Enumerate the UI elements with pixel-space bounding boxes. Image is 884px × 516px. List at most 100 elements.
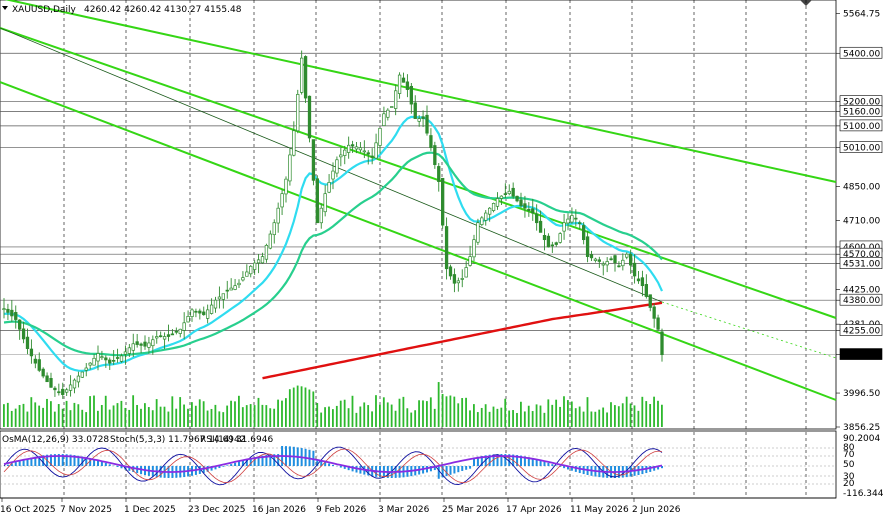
- price-tick-label: 5564.75: [843, 9, 880, 19]
- candle-body: [72, 379, 77, 389]
- osma-bar: [649, 466, 652, 472]
- volume-bar: [206, 410, 209, 427]
- volume-bar: [621, 403, 624, 427]
- candle-body: [206, 309, 210, 319]
- volume-bar: [159, 406, 162, 427]
- candle-body: [2, 308, 6, 311]
- volume-bar: [320, 412, 323, 427]
- candle-body: [605, 261, 609, 266]
- osma-min-label: -116.3446: [843, 489, 884, 499]
- candle-body: [405, 81, 410, 90]
- osma-bar: [238, 461, 240, 466]
- ema-fast-line: [3, 115, 663, 372]
- candle-body: [112, 359, 116, 362]
- price-label-box: [839, 105, 883, 117]
- osma-bar: [516, 455, 519, 466]
- volume-bar: [163, 406, 166, 427]
- volume-bar: [637, 410, 640, 427]
- time-label: 1 Dec 2025: [124, 505, 176, 515]
- price-label: 4380.00: [843, 296, 880, 306]
- volume-bar: [46, 398, 48, 427]
- volume-bar: [61, 408, 64, 427]
- osma-bar: [22, 459, 25, 466]
- volume-bar: [93, 395, 95, 427]
- candle-body: [499, 195, 504, 199]
- volume-bar: [606, 412, 608, 427]
- volume-bar: [112, 405, 115, 427]
- volume-bar: [433, 408, 436, 427]
- candle-body: [488, 207, 492, 215]
- osma-bar: [473, 457, 475, 466]
- candle-body: [390, 106, 394, 108]
- volume-bar: [140, 408, 142, 427]
- scroll-marker[interactable]: [800, 0, 812, 6]
- candle-body: [166, 334, 171, 337]
- candle-body: [151, 339, 155, 347]
- volume-bar: [367, 405, 370, 427]
- volume-bar: [574, 408, 577, 427]
- volume-bar: [555, 399, 558, 427]
- price-tick-label: 4710.00: [843, 216, 880, 226]
- candle-body: [57, 391, 61, 394]
- candle-body: [159, 335, 163, 338]
- volume-bar: [38, 405, 41, 427]
- volume-bar: [512, 410, 514, 427]
- channel-line: [0, 81, 837, 401]
- candle-body: [425, 114, 429, 134]
- osma-bar: [543, 461, 546, 466]
- volume-bar: [18, 405, 21, 427]
- candle-body: [617, 265, 621, 268]
- time-label: 16 Jan 2026: [252, 505, 306, 515]
- candle-body: [327, 182, 331, 193]
- candle-body: [96, 353, 100, 362]
- candle-body: [601, 263, 605, 266]
- volume-bar: [97, 410, 99, 427]
- volume-bar: [567, 400, 569, 427]
- osma-bar: [570, 466, 573, 471]
- candle-body: [307, 95, 312, 139]
- volume-bar: [382, 397, 385, 427]
- osma-bar: [50, 454, 52, 466]
- candle-body: [331, 170, 335, 180]
- volume-bar: [69, 410, 72, 427]
- price-label: 5160.00: [843, 107, 880, 117]
- candle-body: [429, 135, 433, 149]
- volume-bar: [543, 412, 546, 427]
- candle-body: [194, 310, 198, 313]
- volume-bar: [645, 401, 648, 427]
- osma-bar: [449, 466, 452, 475]
- volume-bar: [453, 396, 456, 427]
- volume-bar: [390, 404, 393, 427]
- volume-bar: [335, 405, 338, 427]
- candle-body: [652, 306, 656, 319]
- osma-bar: [14, 462, 17, 466]
- candle-body: [68, 384, 73, 391]
- candle-body: [382, 113, 386, 126]
- candle-body: [347, 144, 351, 153]
- volume-bar: [226, 405, 229, 427]
- price-tick-label: 3856.25: [843, 423, 880, 433]
- volume-bar: [363, 402, 366, 427]
- volume-bar: [610, 402, 612, 427]
- osma-bar: [65, 454, 68, 466]
- osma-bar: [453, 466, 456, 474]
- price-label: 5400.00: [843, 49, 880, 59]
- osma-bar: [339, 466, 342, 468]
- volume-bars: [3, 382, 663, 427]
- volume-bar: [53, 411, 56, 427]
- volume-bar: [292, 387, 295, 427]
- volume-bar: [539, 405, 542, 427]
- regression-extension: [661, 301, 837, 359]
- symbol-dropdown-icon[interactable]: [2, 6, 8, 10]
- volume-bar: [77, 404, 80, 427]
- candle-body: [350, 144, 355, 147]
- candle-body: [538, 220, 543, 233]
- candle-body: [531, 208, 535, 214]
- osma-bar: [492, 454, 495, 466]
- osma-bar: [222, 466, 225, 467]
- osc-level-label: 20: [843, 479, 855, 489]
- volume-bar: [151, 410, 154, 427]
- volume-bar: [120, 400, 123, 427]
